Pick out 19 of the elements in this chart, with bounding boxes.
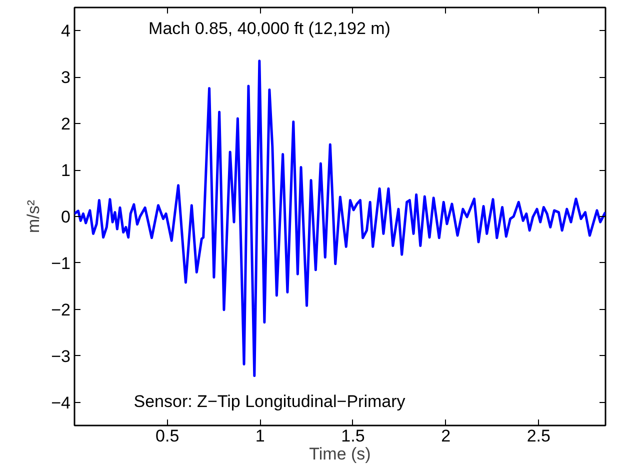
x-tick-label: 2.5 <box>526 426 550 446</box>
y-tick-label: 1 <box>61 161 71 180</box>
y-tick-label: −3 <box>51 346 71 366</box>
x-axis-title: Time (s) <box>309 444 371 464</box>
x-tick-label: 1.5 <box>341 426 365 446</box>
y-tick-label: 2 <box>61 114 71 134</box>
y-tick-label: 0 <box>61 208 71 226</box>
y-tick-label: −4 <box>51 393 71 412</box>
x-tick-label: 0.5 <box>156 426 180 446</box>
y-tick-label: −2 <box>51 300 71 320</box>
line-series <box>74 60 606 378</box>
x-tick-label: 2 <box>441 426 451 446</box>
annotation: Sensor: Z−Tip Longitudinal−Primary <box>134 392 406 411</box>
y-tick-label: 4 <box>61 22 71 41</box>
y-tick-label: −1 <box>51 254 71 273</box>
y-tick-label: 3 <box>61 68 71 88</box>
y-axis-title: m/s² <box>24 200 44 234</box>
annotation: Mach 0.85, 40,000 ft (12,192 m) <box>148 19 390 38</box>
x-tick-label: 1 <box>255 426 265 446</box>
